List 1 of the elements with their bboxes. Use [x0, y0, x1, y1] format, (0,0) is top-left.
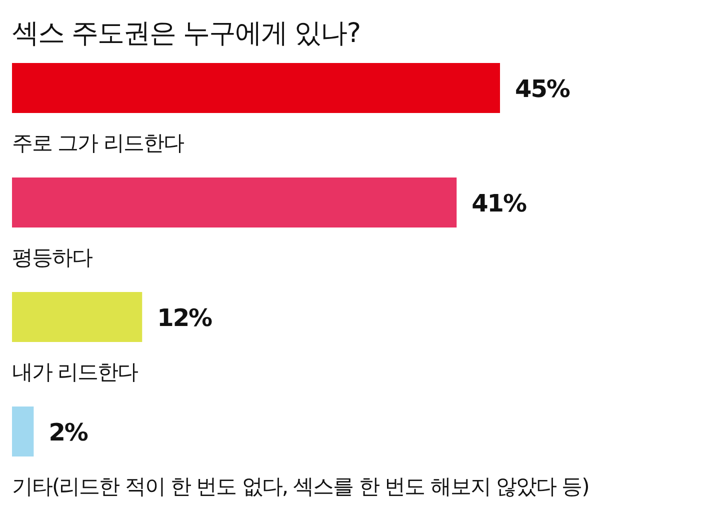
title: 섹스 주도권은 누구에게 있나? — [12, 18, 360, 49]
